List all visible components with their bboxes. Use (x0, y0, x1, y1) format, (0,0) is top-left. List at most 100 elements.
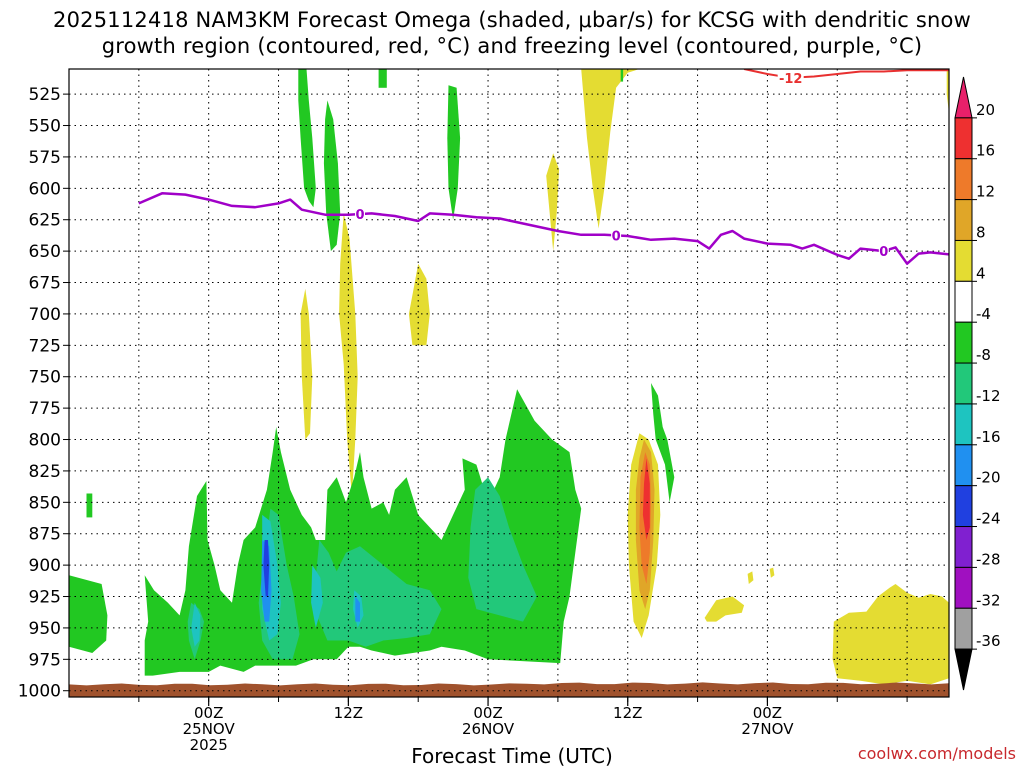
x-tick-label: 2025 (190, 736, 228, 754)
colorbar-bottom-triangle (954, 648, 973, 691)
y-tick-label: 850 (29, 493, 61, 513)
omega-region (704, 596, 745, 622)
credit-link[interactable]: coolwx.com/models (857, 744, 1016, 763)
omega-region (298, 69, 316, 208)
omega-region (300, 288, 313, 440)
y-tick-label: 700 (29, 305, 61, 325)
y-tick-label: 825 (29, 462, 61, 482)
omega-region (620, 69, 624, 82)
omega-region (468, 477, 537, 622)
freezing-level-label-bg (878, 243, 889, 260)
colorbar-box (954, 362, 973, 405)
colorbar-box (954, 239, 973, 282)
x-tick-label: 00Z (473, 704, 502, 722)
freezing-level-label: 0 (879, 245, 888, 260)
omega-region (69, 575, 108, 653)
omega-region (378, 69, 387, 88)
y-tick-label: 975 (29, 650, 61, 670)
x-tick-label: 00Z (753, 704, 782, 722)
omega-region (355, 596, 360, 622)
y-tick-label: 600 (29, 179, 61, 199)
colorbar-label: -36 (976, 632, 1001, 650)
colorbar-label: -12 (976, 387, 1001, 405)
colorbar-box (954, 158, 973, 201)
colorbar-label: -28 (976, 550, 1001, 568)
y-tick-label: 875 (29, 525, 61, 545)
omega-region (447, 85, 461, 220)
omega-region (191, 602, 201, 647)
omega-region (651, 383, 675, 503)
x-tick-label: 26NOV (462, 720, 515, 738)
x-tick-label: 12Z (613, 704, 642, 722)
colorbar-box (954, 485, 973, 528)
omega-region (339, 213, 358, 496)
colorbar-top-triangle (954, 76, 973, 119)
omega-region (408, 263, 430, 346)
colorbar-label: 4 (976, 264, 986, 282)
y-axis: 525 550 575 600 625 650 675 700 725 750 775 800 825 8… (18, 85, 69, 702)
chart-title-line2: growth region (contoured, red, °C) and f… (101, 34, 923, 58)
omega-region (323, 100, 341, 252)
omega-region (315, 540, 442, 647)
colorbar-box (954, 566, 973, 609)
y-tick-label: 800 (29, 431, 61, 451)
freezing-level-contour (138, 192, 949, 265)
colorbar: 20 16 12 8 4 -4 -8 -12 -16 -20 -24 -28 -32 -36 (954, 76, 1001, 691)
colorbar-label: -32 (976, 591, 1001, 609)
colorbar-box (954, 321, 973, 364)
colorbar-label: -20 (976, 469, 1001, 487)
y-tick-label: 750 (29, 368, 61, 388)
y-tick-label: 775 (29, 399, 61, 419)
y-tick-label: 550 (29, 117, 61, 137)
colorbar-label: 20 (976, 101, 995, 119)
ground-strip (69, 682, 949, 697)
freezing-level-label-bg (611, 227, 622, 244)
colorbar-label: 16 (976, 142, 995, 160)
freezing-level-label: 0 (355, 208, 364, 223)
contour-layer: 0 0 0 -12 (138, 69, 949, 265)
y-tick-label: 725 (29, 336, 61, 356)
colorbar-label: -8 (976, 346, 991, 364)
colorbar-box (954, 199, 973, 241)
omega-region (546, 153, 560, 252)
freezing-level-label: 0 (612, 229, 621, 244)
colorbar-label: -4 (976, 305, 991, 323)
y-tick-label: 650 (29, 242, 61, 262)
omega-shading-layer (69, 69, 949, 685)
y-tick-label: 525 (29, 85, 61, 105)
x-tick-label: 27NOV (741, 720, 794, 738)
colorbar-label: -16 (976, 428, 1001, 446)
colorbar-box (954, 607, 973, 650)
y-tick-label: 925 (29, 588, 61, 608)
y-tick-label: 900 (29, 556, 61, 576)
colorbar-box (954, 117, 973, 160)
omega-region (263, 540, 270, 597)
x-tick-label: 25NOV (183, 720, 236, 738)
colorbar-label: -24 (976, 510, 1001, 528)
omega-region (832, 584, 949, 685)
x-tick-label: 12Z (334, 704, 363, 722)
omega-region (86, 493, 93, 518)
colorbar-box (954, 403, 973, 446)
omega-region (769, 567, 775, 578)
omega-region (581, 69, 640, 229)
y-tick-label: 950 (29, 619, 61, 639)
omega-region (144, 389, 582, 676)
colorbar-label: 12 (976, 183, 995, 201)
colorbar-box (954, 526, 973, 568)
freezing-level-label-bg (355, 206, 366, 223)
omega-region (747, 571, 754, 584)
omega-region (642, 458, 650, 540)
y-tick-label: 1000 (18, 682, 61, 702)
x-axis-label: Forecast Time (UTC) (411, 744, 613, 768)
plot-frame (68, 68, 950, 698)
colorbar-label: 8 (976, 223, 986, 241)
dgz-label: -12 (779, 72, 803, 87)
ground-layer (69, 682, 949, 697)
colorbar-box (954, 280, 973, 323)
y-tick-label: 675 (29, 274, 61, 294)
colorbar-box (954, 444, 973, 487)
x-tick-label: 00Z (194, 704, 223, 722)
